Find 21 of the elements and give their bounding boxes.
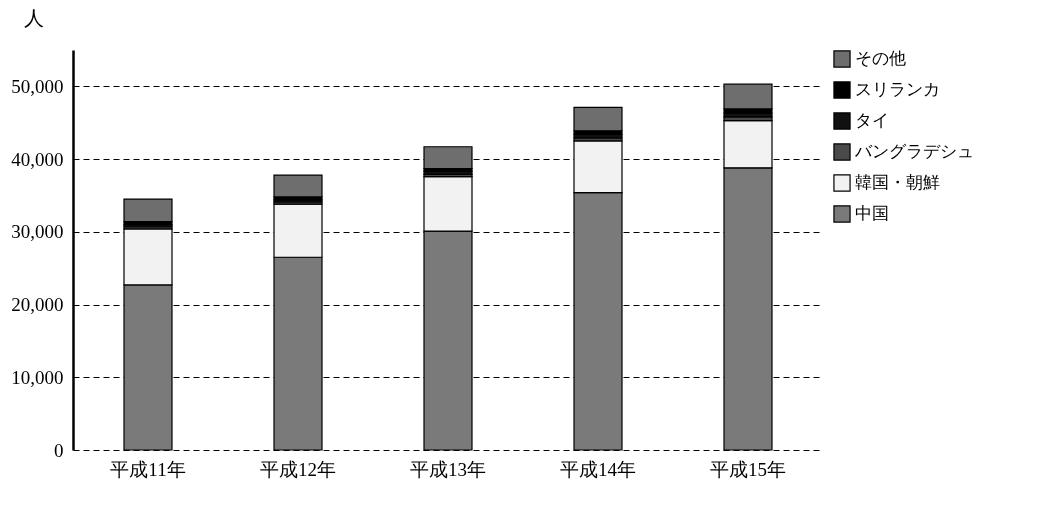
bar xyxy=(573,106,623,132)
legend-label: バングラデシュ xyxy=(854,142,974,161)
legend-label: その他 xyxy=(855,49,906,68)
y-tick-label: 20,000 xyxy=(11,294,64,316)
y-tick-label: 30,000 xyxy=(11,221,64,243)
legend-label: タイ xyxy=(855,111,889,130)
y-tick-label: 10,000 xyxy=(11,366,64,388)
legend-label: 中国 xyxy=(855,204,889,223)
x-tick-label: 平成11年 xyxy=(110,458,186,480)
y-axis-title: 人 xyxy=(23,6,44,29)
y-tick-label: 50,000 xyxy=(11,75,64,97)
y-tick-label: 0 xyxy=(54,439,64,461)
y-tick-label: 40,000 xyxy=(11,148,64,170)
x-tick-label: 平成12年 xyxy=(260,458,336,480)
x-tick-label: 平成14年 xyxy=(560,458,636,480)
x-tick-label: 平成15年 xyxy=(710,458,786,480)
x-tick-label: 平成13年 xyxy=(410,458,486,480)
bar xyxy=(273,174,323,198)
legend-label: 韓国・朝鮮 xyxy=(855,173,940,192)
bar xyxy=(123,198,173,223)
legend-label: スリランカ xyxy=(855,80,940,99)
